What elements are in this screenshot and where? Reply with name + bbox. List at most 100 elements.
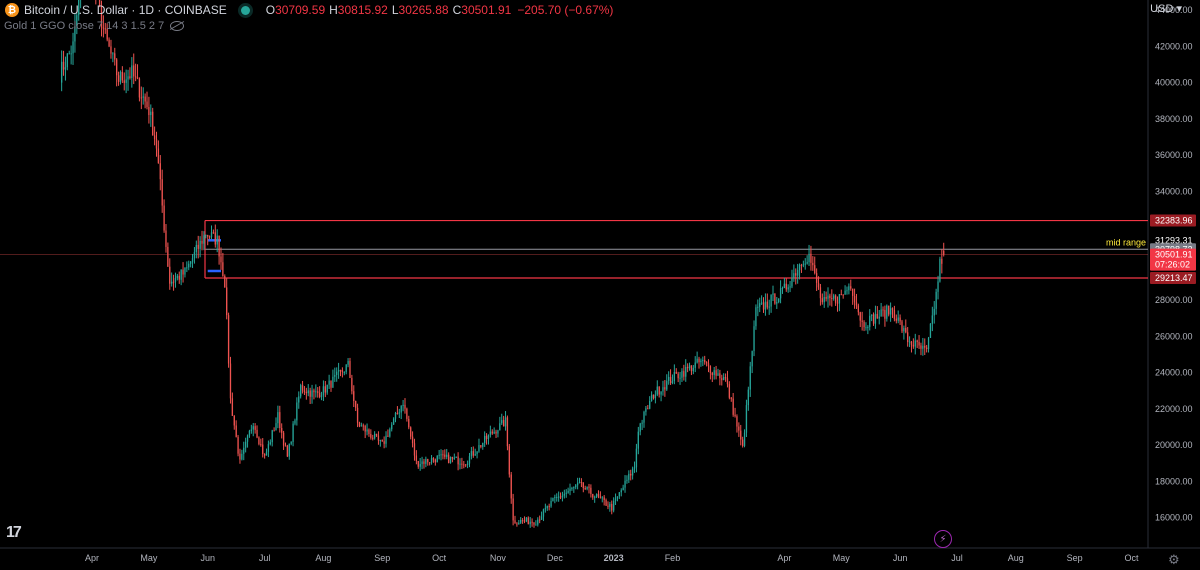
candle-body [282,432,285,446]
candle-body [377,435,380,441]
candle-body [844,290,846,295]
ohlc-close-key: C [452,3,462,17]
candle-body [463,464,465,466]
candle-body [850,286,852,289]
candle-body [341,370,344,372]
candle-body [580,482,583,484]
candle-body [248,430,251,436]
candle-body [258,437,260,445]
candle-body [74,26,76,42]
candle-body [489,431,492,435]
candle-body [855,302,858,306]
candle-body [618,492,621,497]
candle-body [60,61,63,83]
candle-body [155,139,158,149]
candle-body [349,361,351,378]
candle-body [241,453,243,460]
candle-body [239,453,241,460]
candle-body [446,454,448,457]
y-tick-label: 44000.00 [1155,5,1193,15]
candle-body [275,423,277,431]
candle-body [925,347,928,350]
candle-body [817,282,820,288]
candle-body [827,295,829,299]
candle-body [637,431,639,449]
ohlc-change: −205.70 (−0.67%) [517,3,614,17]
candle-body [658,386,660,395]
candle-body [631,468,634,476]
candle-body [736,416,738,427]
candle-body [554,497,556,499]
candle-body [216,235,218,245]
candle-body [525,517,528,522]
candle-body [814,265,816,274]
candle-body [819,287,822,299]
candle-body [741,439,744,446]
candle-body [294,420,296,424]
candle-body [324,386,326,393]
candle-body [307,390,309,394]
candle-body [423,461,425,464]
candle-body [516,523,518,525]
candle-body [592,493,594,498]
candle-body [438,454,440,456]
candle-body [745,405,748,433]
candle-body [793,273,795,278]
candle-body [895,318,897,321]
currency-selector[interactable]: USD ▾ [1150,2,1182,15]
symbol-header: ₿ Bitcoin / U.S. Dollar · 1D · COINBASE … [0,0,613,20]
candle-body [690,365,693,372]
candle-body [757,306,759,308]
candle-body [207,235,209,237]
candle-body [72,41,74,54]
candle-body [888,305,890,315]
candle-body [859,312,861,321]
candle-body [398,412,400,414]
candle-body [531,521,533,523]
candle-body [210,232,213,237]
candle-body [222,262,224,277]
candle-body [256,429,258,438]
candle-body [504,417,507,427]
candle-body [872,314,875,324]
candle-body [235,425,237,437]
candle-body [776,302,778,304]
candle-body [229,363,232,399]
candle-body [609,503,611,507]
candle-body [250,429,253,431]
candle-body [193,252,196,259]
candle-body [119,71,122,82]
candle-body [366,429,368,432]
y-tick-label: 28000.00 [1155,295,1193,305]
candle-body [544,508,547,510]
candle-body [713,370,715,375]
candle-body [599,496,602,498]
candle-body [842,294,844,296]
candle-body [571,488,573,490]
candle-body [537,519,539,525]
candle-body [478,445,480,452]
candle-body [565,492,567,494]
hidden-eye-icon[interactable] [170,21,185,31]
candle-body [639,423,641,432]
symbol-title[interactable]: Bitcoin / U.S. Dollar · 1D · COINBASE [24,3,227,17]
candle-body [679,377,681,379]
ohlc-low-key: L [391,3,399,17]
candle-body [370,434,372,438]
indicator-legend[interactable]: Gold 1 GGO close 7 14 3 1.5 2 7 [4,20,185,32]
x-tick-label: Dec [547,553,564,563]
candle-body [935,291,937,309]
candle-body [840,294,842,296]
candle-body [167,246,169,267]
bolt-icon[interactable]: ⚡ [934,530,952,548]
candle-body [298,396,300,403]
candle-body [612,500,615,511]
bitcoin-icon: ₿ [5,3,19,17]
gear-icon[interactable]: ⚙ [1168,552,1180,567]
candle-body [905,327,907,333]
candle-body [480,445,482,447]
candle-body [353,391,355,402]
tradingview-logo[interactable]: 17 [6,524,22,541]
x-tick-label: 2023 [604,553,624,563]
